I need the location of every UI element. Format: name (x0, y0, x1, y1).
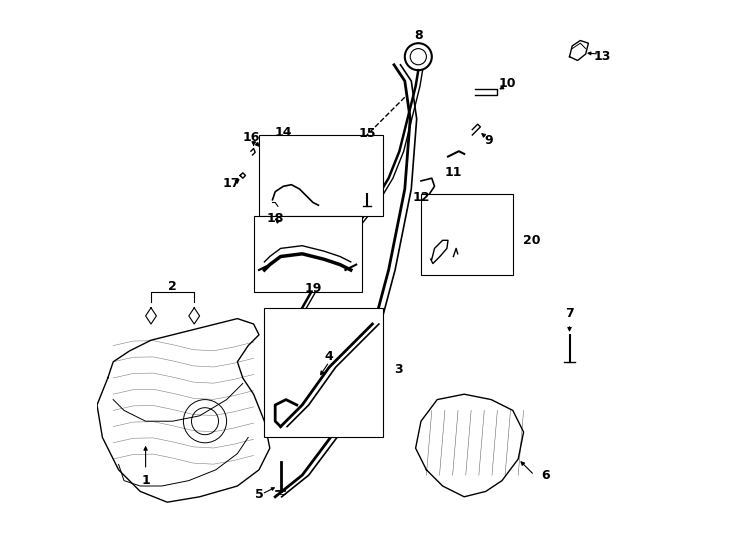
Text: 5: 5 (255, 488, 264, 501)
Text: 13: 13 (593, 50, 611, 63)
Text: 18: 18 (266, 212, 284, 225)
Text: 12: 12 (413, 191, 429, 204)
Text: 11: 11 (445, 166, 462, 179)
Text: 15: 15 (358, 127, 376, 140)
Text: 10: 10 (498, 77, 516, 90)
Text: 7: 7 (565, 307, 574, 320)
Text: 6: 6 (541, 469, 550, 482)
Text: 17: 17 (222, 177, 240, 190)
Text: 1: 1 (141, 474, 150, 487)
Polygon shape (145, 308, 156, 324)
Text: 19: 19 (305, 282, 321, 295)
Bar (421, 194, 513, 275)
Text: 9: 9 (484, 134, 493, 147)
Text: 4: 4 (325, 350, 333, 363)
Text: 16: 16 (242, 131, 260, 144)
Text: 8: 8 (414, 29, 423, 42)
Polygon shape (189, 308, 200, 324)
Text: 20: 20 (523, 234, 540, 247)
Bar (259, 135, 383, 216)
Bar (264, 308, 383, 437)
Text: 2: 2 (168, 280, 177, 293)
Text: 3: 3 (394, 363, 403, 376)
Bar (254, 216, 362, 292)
Text: 14: 14 (275, 126, 292, 139)
